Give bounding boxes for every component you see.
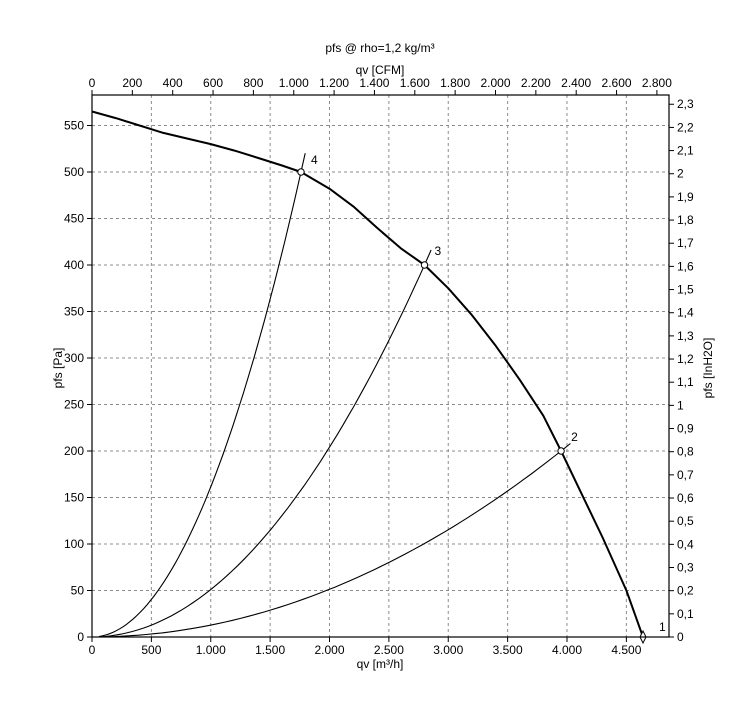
x2-tick-label: 2.000 bbox=[480, 76, 510, 90]
x2-tick-label: 1.800 bbox=[440, 76, 470, 90]
y-tick-label: 100 bbox=[64, 537, 84, 551]
y2-tick-label: 1,8 bbox=[677, 213, 694, 227]
curves bbox=[91, 110, 644, 638]
plot-frame bbox=[91, 94, 670, 638]
x-tick-label: 1.000 bbox=[196, 643, 226, 657]
y2-tick-label: 2 bbox=[677, 167, 684, 181]
operating-point-marker bbox=[297, 168, 305, 176]
y2-tick-label: 0,1 bbox=[677, 607, 694, 621]
y2-tick-label: 1,4 bbox=[677, 306, 694, 320]
x2-tick-label: 1.200 bbox=[319, 76, 349, 90]
y2-tick-label: 0,2 bbox=[677, 584, 694, 598]
system-curve-2 bbox=[99, 443, 571, 638]
y2-tick-label: 1 bbox=[677, 398, 684, 412]
y2-tick-label: 0,3 bbox=[677, 561, 694, 575]
x2-tick-label: 2.200 bbox=[521, 76, 551, 90]
x-tick-label: 4.500 bbox=[611, 643, 641, 657]
fan-curve bbox=[91, 110, 644, 638]
x-tick-label: 1.500 bbox=[255, 643, 285, 657]
y-tick-label: 50 bbox=[71, 584, 85, 598]
y-tick-label: 450 bbox=[64, 212, 84, 226]
y-tick-label: 500 bbox=[64, 165, 84, 179]
y2-tick-label: 0 bbox=[677, 630, 684, 644]
y-tick-label: 300 bbox=[64, 351, 84, 365]
y2-tick-label: 1,1 bbox=[677, 375, 694, 389]
y2-tick-label: 0,4 bbox=[677, 537, 694, 551]
operating-point-marker bbox=[420, 261, 429, 269]
y-tick-label: 400 bbox=[64, 258, 84, 272]
y2-tick-label: 1,7 bbox=[677, 236, 694, 250]
y2-tick-label: 0,8 bbox=[677, 445, 694, 459]
y-tick-label: 550 bbox=[64, 119, 84, 133]
system-curve-3 bbox=[99, 249, 432, 638]
x-tick-label: 2.500 bbox=[374, 643, 404, 657]
x2-tick-label: 400 bbox=[163, 76, 183, 90]
x2-tick-label: 200 bbox=[122, 76, 142, 90]
operating-point-label: 3 bbox=[435, 244, 442, 258]
y2-tick-label: 0,6 bbox=[677, 491, 694, 505]
operating-point-marker bbox=[557, 447, 565, 455]
axis-ticks: 0 500 1.000 1.500 2.000 2.500 3.000 3.500 4.000 4… bbox=[64, 76, 694, 657]
operating-point-label: 1 bbox=[659, 620, 666, 634]
y2-tick-label: 2,1 bbox=[677, 144, 694, 158]
y2-tick-label: 2,3 bbox=[677, 97, 694, 111]
x2-tick-label: 1.000 bbox=[279, 76, 309, 90]
y2-tick-label: 2,2 bbox=[677, 120, 694, 134]
x2-tick-label: 1.600 bbox=[400, 76, 430, 90]
y-axis-title: pfs [Pa] bbox=[51, 348, 65, 389]
x-tick-label: 2.000 bbox=[314, 643, 344, 657]
x-tick-label: 3.500 bbox=[493, 643, 523, 657]
x-tick-label: 3.000 bbox=[433, 643, 463, 657]
y2-tick-label: 1,2 bbox=[677, 352, 694, 366]
x-axis-title: qv [m³/h] bbox=[357, 657, 404, 671]
operating-point-label: 4 bbox=[311, 153, 318, 167]
y-tick-label: 350 bbox=[64, 305, 84, 319]
y2-tick-label: 1,6 bbox=[677, 259, 694, 273]
y-tick-label: 150 bbox=[64, 491, 84, 505]
y-tick-label: 0 bbox=[77, 630, 84, 644]
x2-tick-label: 2.400 bbox=[561, 76, 591, 90]
x2-axis-title: qv [CFM] bbox=[356, 63, 405, 77]
y-tick-label: 250 bbox=[64, 398, 84, 412]
x-tick-label: 500 bbox=[141, 643, 161, 657]
x2-tick-label: 0 bbox=[89, 76, 96, 90]
y2-tick-label: 1,3 bbox=[677, 329, 694, 343]
operating-point-label: 2 bbox=[571, 430, 578, 444]
x2-tick-label: 2.600 bbox=[602, 76, 632, 90]
operating-points: 1 2 3 4 bbox=[297, 153, 666, 645]
y2-tick-label: 0,7 bbox=[677, 468, 694, 482]
system-curve-4 bbox=[98, 153, 306, 638]
x2-tick-label: 600 bbox=[203, 76, 223, 90]
x2-tick-label: 800 bbox=[243, 76, 263, 90]
y2-tick-label: 1,9 bbox=[677, 190, 694, 204]
chart-title: pfs @ rho=1,2 kg/m³ bbox=[325, 41, 434, 55]
y2-tick-label: 0,5 bbox=[677, 514, 694, 528]
y2-axis-title: pfs [InH2O] bbox=[701, 338, 715, 399]
x2-tick-label: 2.800 bbox=[642, 76, 672, 90]
y2-tick-label: 1,5 bbox=[677, 283, 694, 297]
x2-tick-label: 1.400 bbox=[359, 76, 389, 90]
x-tick-label: 0 bbox=[89, 643, 96, 657]
x-tick-label: 4.000 bbox=[552, 643, 582, 657]
y2-tick-label: 0,9 bbox=[677, 422, 694, 436]
y-tick-label: 200 bbox=[64, 444, 84, 458]
grid-lines bbox=[92, 95, 669, 637]
